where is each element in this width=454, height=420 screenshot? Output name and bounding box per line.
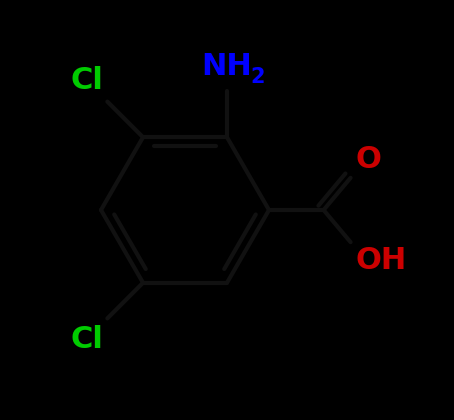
Text: O: O	[355, 144, 381, 173]
Text: NH: NH	[202, 52, 252, 81]
Text: 2: 2	[250, 67, 265, 87]
Text: OH: OH	[355, 247, 407, 276]
Text: Cl: Cl	[70, 66, 103, 95]
Text: Cl: Cl	[70, 325, 103, 354]
